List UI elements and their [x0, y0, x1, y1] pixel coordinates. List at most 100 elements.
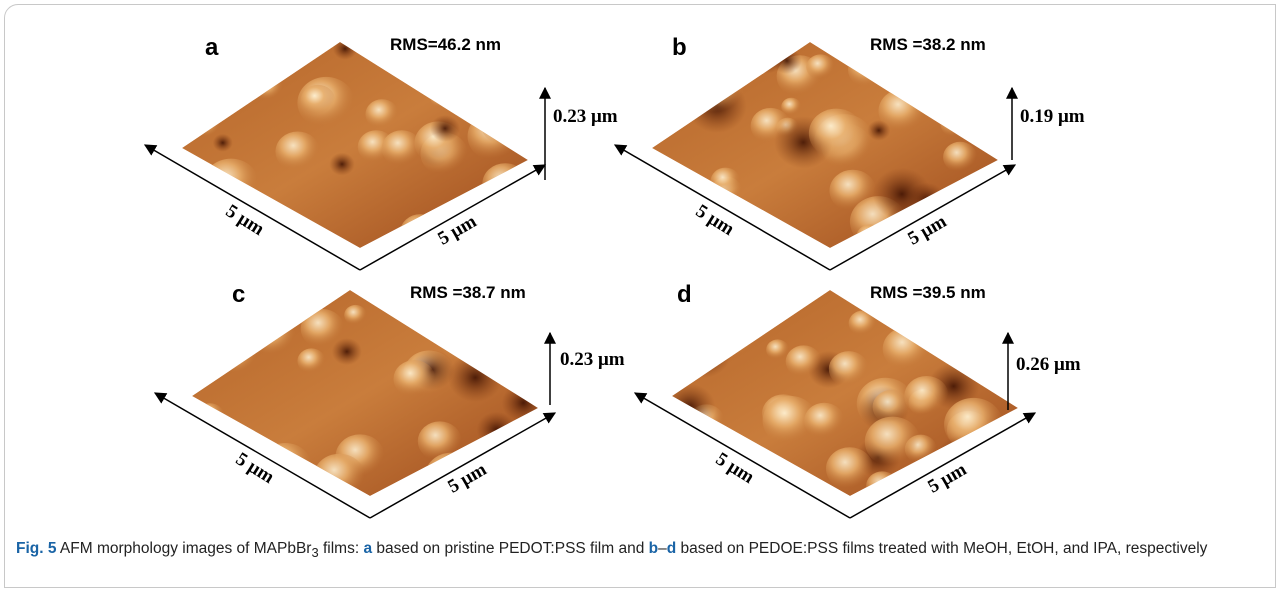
surface-grain [495, 197, 520, 219]
afm-surface [167, 270, 554, 510]
caption-text: AFM morphology images of MAPbBr [56, 540, 311, 557]
surface-grain [971, 108, 1018, 150]
surface-grain [431, 90, 451, 108]
rms-value: RMS =39.5 nm [870, 283, 986, 302]
surface-grain [448, 353, 503, 402]
surface-grain [941, 111, 970, 137]
panel-label: a [205, 34, 219, 61]
surface-grain [418, 421, 462, 461]
surface-grain [904, 376, 949, 416]
surface-grain [488, 213, 523, 244]
surface-grain [313, 454, 365, 501]
surface-grain [865, 417, 921, 467]
surface-grain [167, 301, 203, 333]
caption-subscript: 3 [311, 545, 318, 560]
surface-grain [944, 398, 1003, 451]
panel-label: c [232, 281, 245, 308]
surface-grain [711, 168, 741, 195]
surface-grain [333, 38, 357, 60]
surface-grain [856, 224, 884, 249]
surface-grain [190, 288, 214, 309]
height-scale: 0.23 μm [560, 349, 625, 370]
x-axis-label: 5 μm [712, 449, 758, 489]
height-scale: 0.26 μm [1016, 354, 1081, 375]
caption-panel-ref: b [649, 540, 658, 557]
surface-grain [664, 384, 715, 430]
surface-grain [218, 339, 257, 374]
surface-grain [675, 333, 720, 373]
surface-grain [430, 115, 460, 142]
surface-grain [689, 315, 726, 349]
surface-grain [692, 68, 744, 115]
surface-grain [786, 345, 822, 377]
surface-grain [766, 339, 789, 360]
surface-grain [751, 43, 785, 73]
surface-grain [496, 443, 554, 495]
surface-grain [829, 170, 876, 212]
surface-grain [687, 44, 718, 72]
surface-grain [968, 186, 1014, 228]
surface-grain [908, 305, 960, 352]
surface-grain [365, 99, 398, 129]
surface-grain [181, 179, 229, 222]
surface-grain [329, 153, 355, 176]
surface-grain [926, 76, 973, 119]
caption-label: Fig. 5 [16, 540, 56, 557]
surface-grain [849, 311, 877, 337]
surface-grain [428, 301, 461, 331]
surface-grain [464, 75, 499, 106]
surface-grain [507, 312, 553, 353]
caption-text: based on PEDOE:PSS films treated with Me… [676, 540, 1207, 557]
surface-grain [937, 299, 991, 347]
surface-grain [804, 403, 844, 439]
caption-text: films: [319, 540, 364, 557]
surface-grain [393, 360, 435, 398]
surface-grain [251, 316, 296, 356]
y-axis-label: 5 μm [434, 211, 480, 250]
surface-grain [482, 163, 528, 204]
afm-panel: dRMS =39.5 nm0.26 μm5 μm5 μm [635, 278, 1081, 518]
y-axis-label: 5 μm [904, 211, 950, 250]
surface-grain [677, 329, 731, 378]
caption-panel-ref: a [363, 540, 372, 557]
x-axis-label: 5 μm [222, 201, 268, 241]
rms-value: RMS=46.2 nm [390, 35, 501, 54]
figure-caption: Fig. 5 AFM morphology images of MAPbBr3 … [16, 538, 1266, 564]
surface-grain [254, 75, 282, 101]
surface-grain [498, 67, 543, 108]
surface-grain [873, 390, 911, 424]
surface-grain [422, 311, 447, 334]
surface-grain [472, 299, 504, 328]
surface-grain [442, 76, 477, 107]
surface-grain [481, 102, 529, 145]
surface-grain [213, 134, 233, 152]
y-axis-label: 5 μm [444, 459, 490, 498]
surface-grain [297, 348, 325, 373]
surface-grain [866, 471, 898, 500]
surface-grain [301, 85, 336, 116]
surface-grain [493, 444, 527, 474]
surface-grain [964, 445, 992, 470]
afm-surface [175, 22, 544, 261]
surface-grain [477, 412, 517, 448]
surface-grain [332, 338, 362, 365]
caption-panel-ref: d [667, 540, 676, 557]
surface-grain [873, 168, 931, 220]
y-axis-label: 5 μm [924, 459, 970, 498]
surface-grain [943, 142, 977, 173]
surface-grain [400, 223, 421, 242]
surface-grain [175, 217, 207, 245]
surface-grain [883, 327, 931, 371]
rms-value: RMS =38.7 nm [410, 283, 526, 302]
surface-grain [455, 99, 481, 122]
page: aRMS=46.2 nm0.23 μm5 μm5 μmbRMS =38.2 nm… [0, 0, 1284, 594]
surface-grain [697, 283, 736, 318]
surface-grain [952, 186, 997, 227]
surface-grain [344, 305, 367, 325]
surface-grain [468, 112, 523, 161]
surface-grain [275, 131, 320, 171]
